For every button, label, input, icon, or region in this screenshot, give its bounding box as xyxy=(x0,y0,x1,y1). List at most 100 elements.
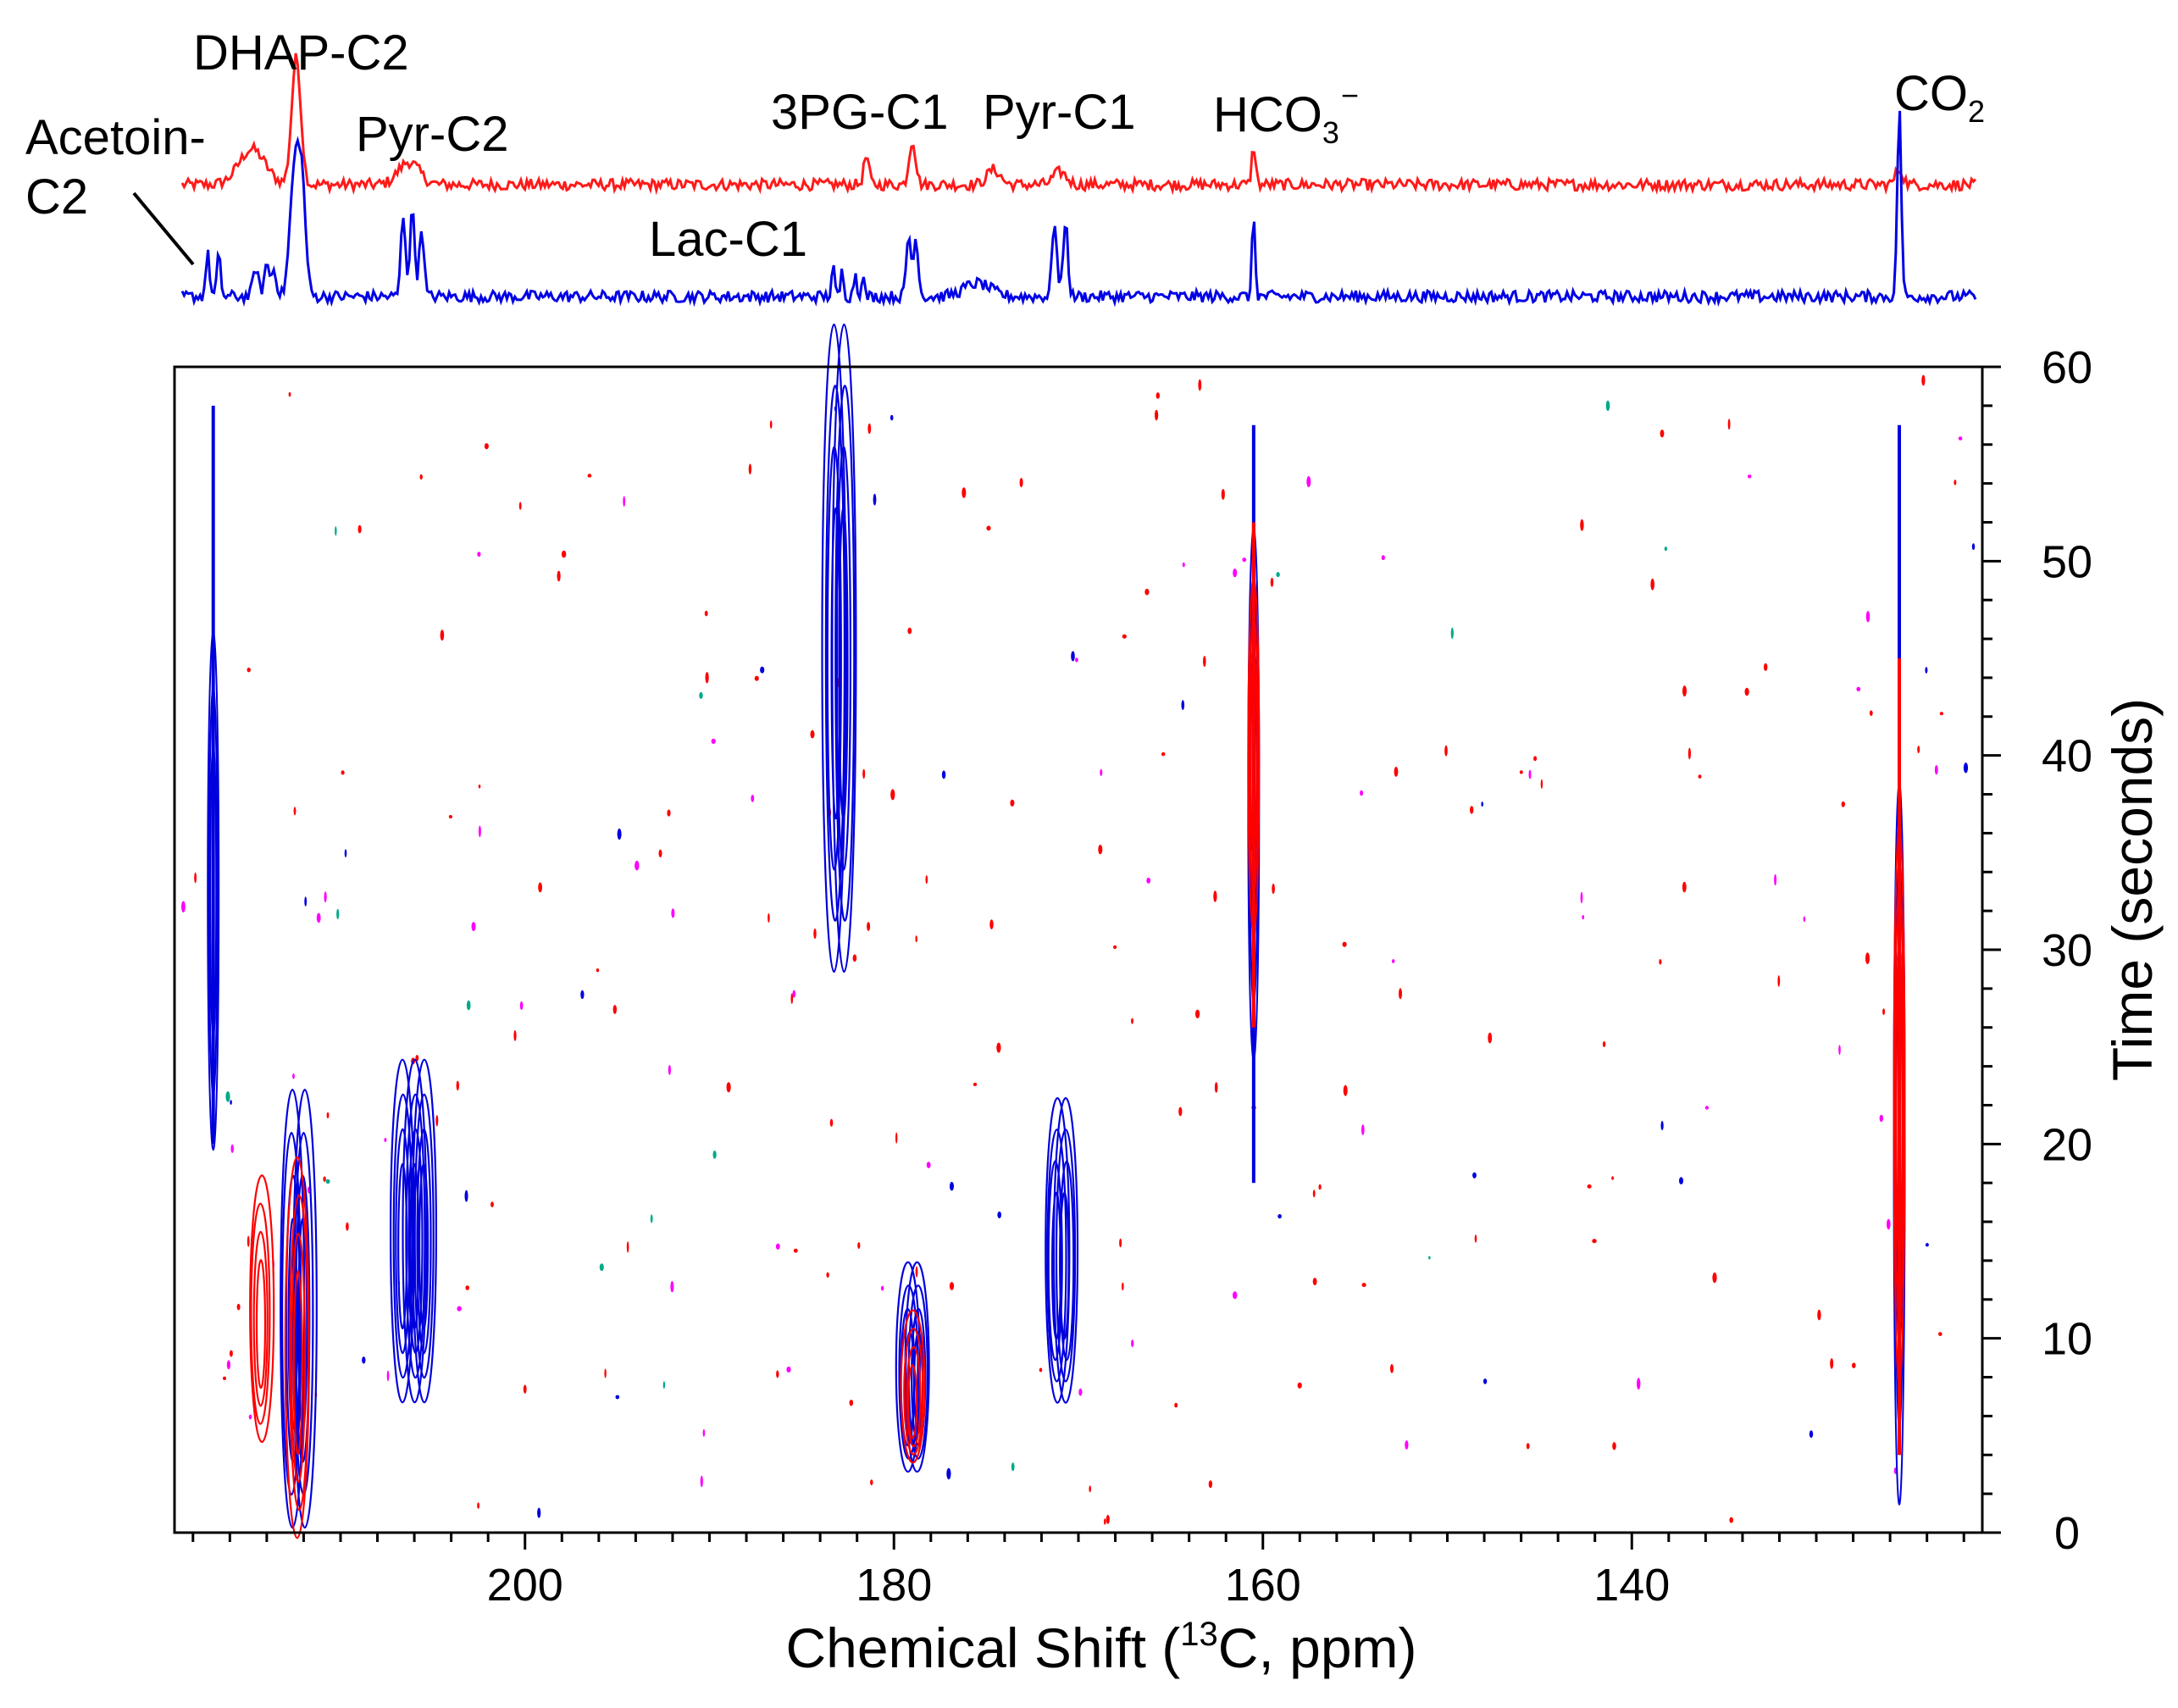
noise-speck xyxy=(1208,1480,1213,1489)
noise-speck xyxy=(465,1285,469,1290)
contour-ring-HCO3- xyxy=(1248,615,1259,896)
noise-speck xyxy=(890,789,895,801)
noise-speck xyxy=(448,815,453,818)
noise-speck xyxy=(1533,756,1538,762)
x-tick-label: 140 xyxy=(1593,1560,1670,1611)
noise-speck xyxy=(1481,801,1483,807)
noise-speck xyxy=(1361,1283,1366,1288)
noise-speck xyxy=(776,1370,779,1378)
noise-speck xyxy=(1954,480,1957,485)
contour-ring-HCO3- xyxy=(1247,577,1261,934)
label-dhap-c2: DHAP-C2 xyxy=(193,25,409,80)
contour-ring-Pyr-C2 xyxy=(411,1058,437,1404)
contour-ring-Pyr-C1 xyxy=(1052,1096,1079,1404)
noise-speck xyxy=(1963,762,1969,774)
contour-ring-Pyr-C2 xyxy=(405,1093,426,1379)
noise-speck xyxy=(1637,1378,1641,1390)
noise-speck xyxy=(813,928,817,940)
noise-speck xyxy=(478,785,481,789)
noise-speck xyxy=(1869,710,1873,716)
contour-ring-Pyr-C1 xyxy=(1059,1160,1075,1361)
noise-speck xyxy=(615,1395,620,1400)
label-co2: CO2 xyxy=(1894,66,1985,129)
noise-speck xyxy=(1971,543,1976,551)
noise-speck xyxy=(1777,975,1781,987)
noise-speck xyxy=(513,1030,517,1041)
noise-speck xyxy=(1526,1443,1530,1450)
noise-speck xyxy=(1071,651,1075,662)
x-axis-title: Chemical Shift (13C, ppm) xyxy=(785,1616,1416,1679)
noise-speck xyxy=(862,768,866,779)
noise-speck xyxy=(1100,768,1103,776)
noise-speck xyxy=(792,990,796,998)
noise-speck xyxy=(1774,873,1777,886)
noise-speck xyxy=(790,993,794,1004)
noise-speck xyxy=(1664,546,1668,552)
noise-speck xyxy=(926,1162,931,1168)
noise-speck xyxy=(604,1368,607,1378)
noise-speck xyxy=(194,872,197,884)
spectrum-trace-red xyxy=(180,53,1977,196)
noise-speck xyxy=(484,443,489,450)
noise-speck xyxy=(1450,627,1454,640)
noise-speck xyxy=(1528,769,1532,779)
noise-speck xyxy=(386,1370,390,1382)
x-axis-title-tail: C, ppm) xyxy=(1218,1616,1417,1679)
x-axis: 200 180 160 140 xyxy=(191,1533,1965,1611)
noise-speck xyxy=(1161,751,1166,757)
noise-speck xyxy=(292,1073,295,1079)
contour-ring-DHAP-C2 xyxy=(284,1156,310,1539)
noise-speck xyxy=(623,496,626,507)
noise-speck xyxy=(1856,686,1861,692)
noise-speck xyxy=(1592,1239,1597,1244)
noise-speck xyxy=(1213,890,1217,902)
noise-speck xyxy=(1764,663,1768,672)
label-hco3-sup: − xyxy=(1341,78,1359,113)
noise-speck xyxy=(786,1367,791,1372)
noise-speck xyxy=(1612,1442,1616,1450)
noise-speck xyxy=(867,922,871,931)
contour-ring-CO2 xyxy=(1893,825,1906,1385)
y-axis: 0 10 20 30 40 50 60 xyxy=(1982,342,2092,1559)
noise-speck xyxy=(1830,1358,1834,1369)
noise-speck xyxy=(670,1281,674,1293)
contour-ring-Acetoin-C2 xyxy=(208,687,219,1095)
contour-ring-DHAP side xyxy=(249,1174,275,1444)
contour-ring-3PG/Lac xyxy=(834,385,856,922)
noise-speck xyxy=(1605,400,1610,412)
contour-ring-DHAP-C2 xyxy=(292,1270,303,1456)
noise-speck xyxy=(962,487,967,498)
noise-speck xyxy=(1582,915,1585,920)
label-3pg-c1: 3PG-C1 xyxy=(771,85,949,140)
noise-speck xyxy=(857,1242,861,1250)
noise-speck xyxy=(419,474,423,480)
noise-speck xyxy=(561,550,567,558)
noise-speck xyxy=(1934,765,1938,775)
noise-speck xyxy=(435,1115,439,1127)
noise-speck xyxy=(612,1005,617,1014)
noise-speck xyxy=(223,1376,226,1380)
noise-speck xyxy=(1104,1518,1106,1525)
noise-speck xyxy=(986,525,991,531)
noise-speck xyxy=(1039,1367,1043,1372)
noise-speck xyxy=(1089,1485,1091,1493)
noise-speck xyxy=(1198,379,1202,391)
noise-speck xyxy=(1214,1082,1218,1093)
label-hco3-sub: 3 xyxy=(1322,115,1339,150)
noise-speck xyxy=(1659,959,1662,965)
noise-speck xyxy=(1399,988,1402,1000)
noise-speck xyxy=(326,1112,330,1119)
noise-speck xyxy=(1312,1190,1316,1198)
noise-speck xyxy=(1817,1309,1821,1321)
contour-ring-DHAP side xyxy=(255,1259,267,1389)
y-tick-label: 30 xyxy=(2042,925,2092,976)
noise-speck xyxy=(1444,745,1448,757)
noise-speck xyxy=(826,1272,829,1278)
noise-speck xyxy=(907,627,912,635)
noise-speck xyxy=(810,729,815,739)
noise-speck xyxy=(1131,1339,1134,1348)
contour-ring-3PG/Lac xyxy=(821,323,847,973)
noise-speck xyxy=(537,1507,541,1518)
contour-ring-3PG/Lac xyxy=(838,507,849,820)
contour-ring-Pyr-C2 xyxy=(413,1093,435,1379)
